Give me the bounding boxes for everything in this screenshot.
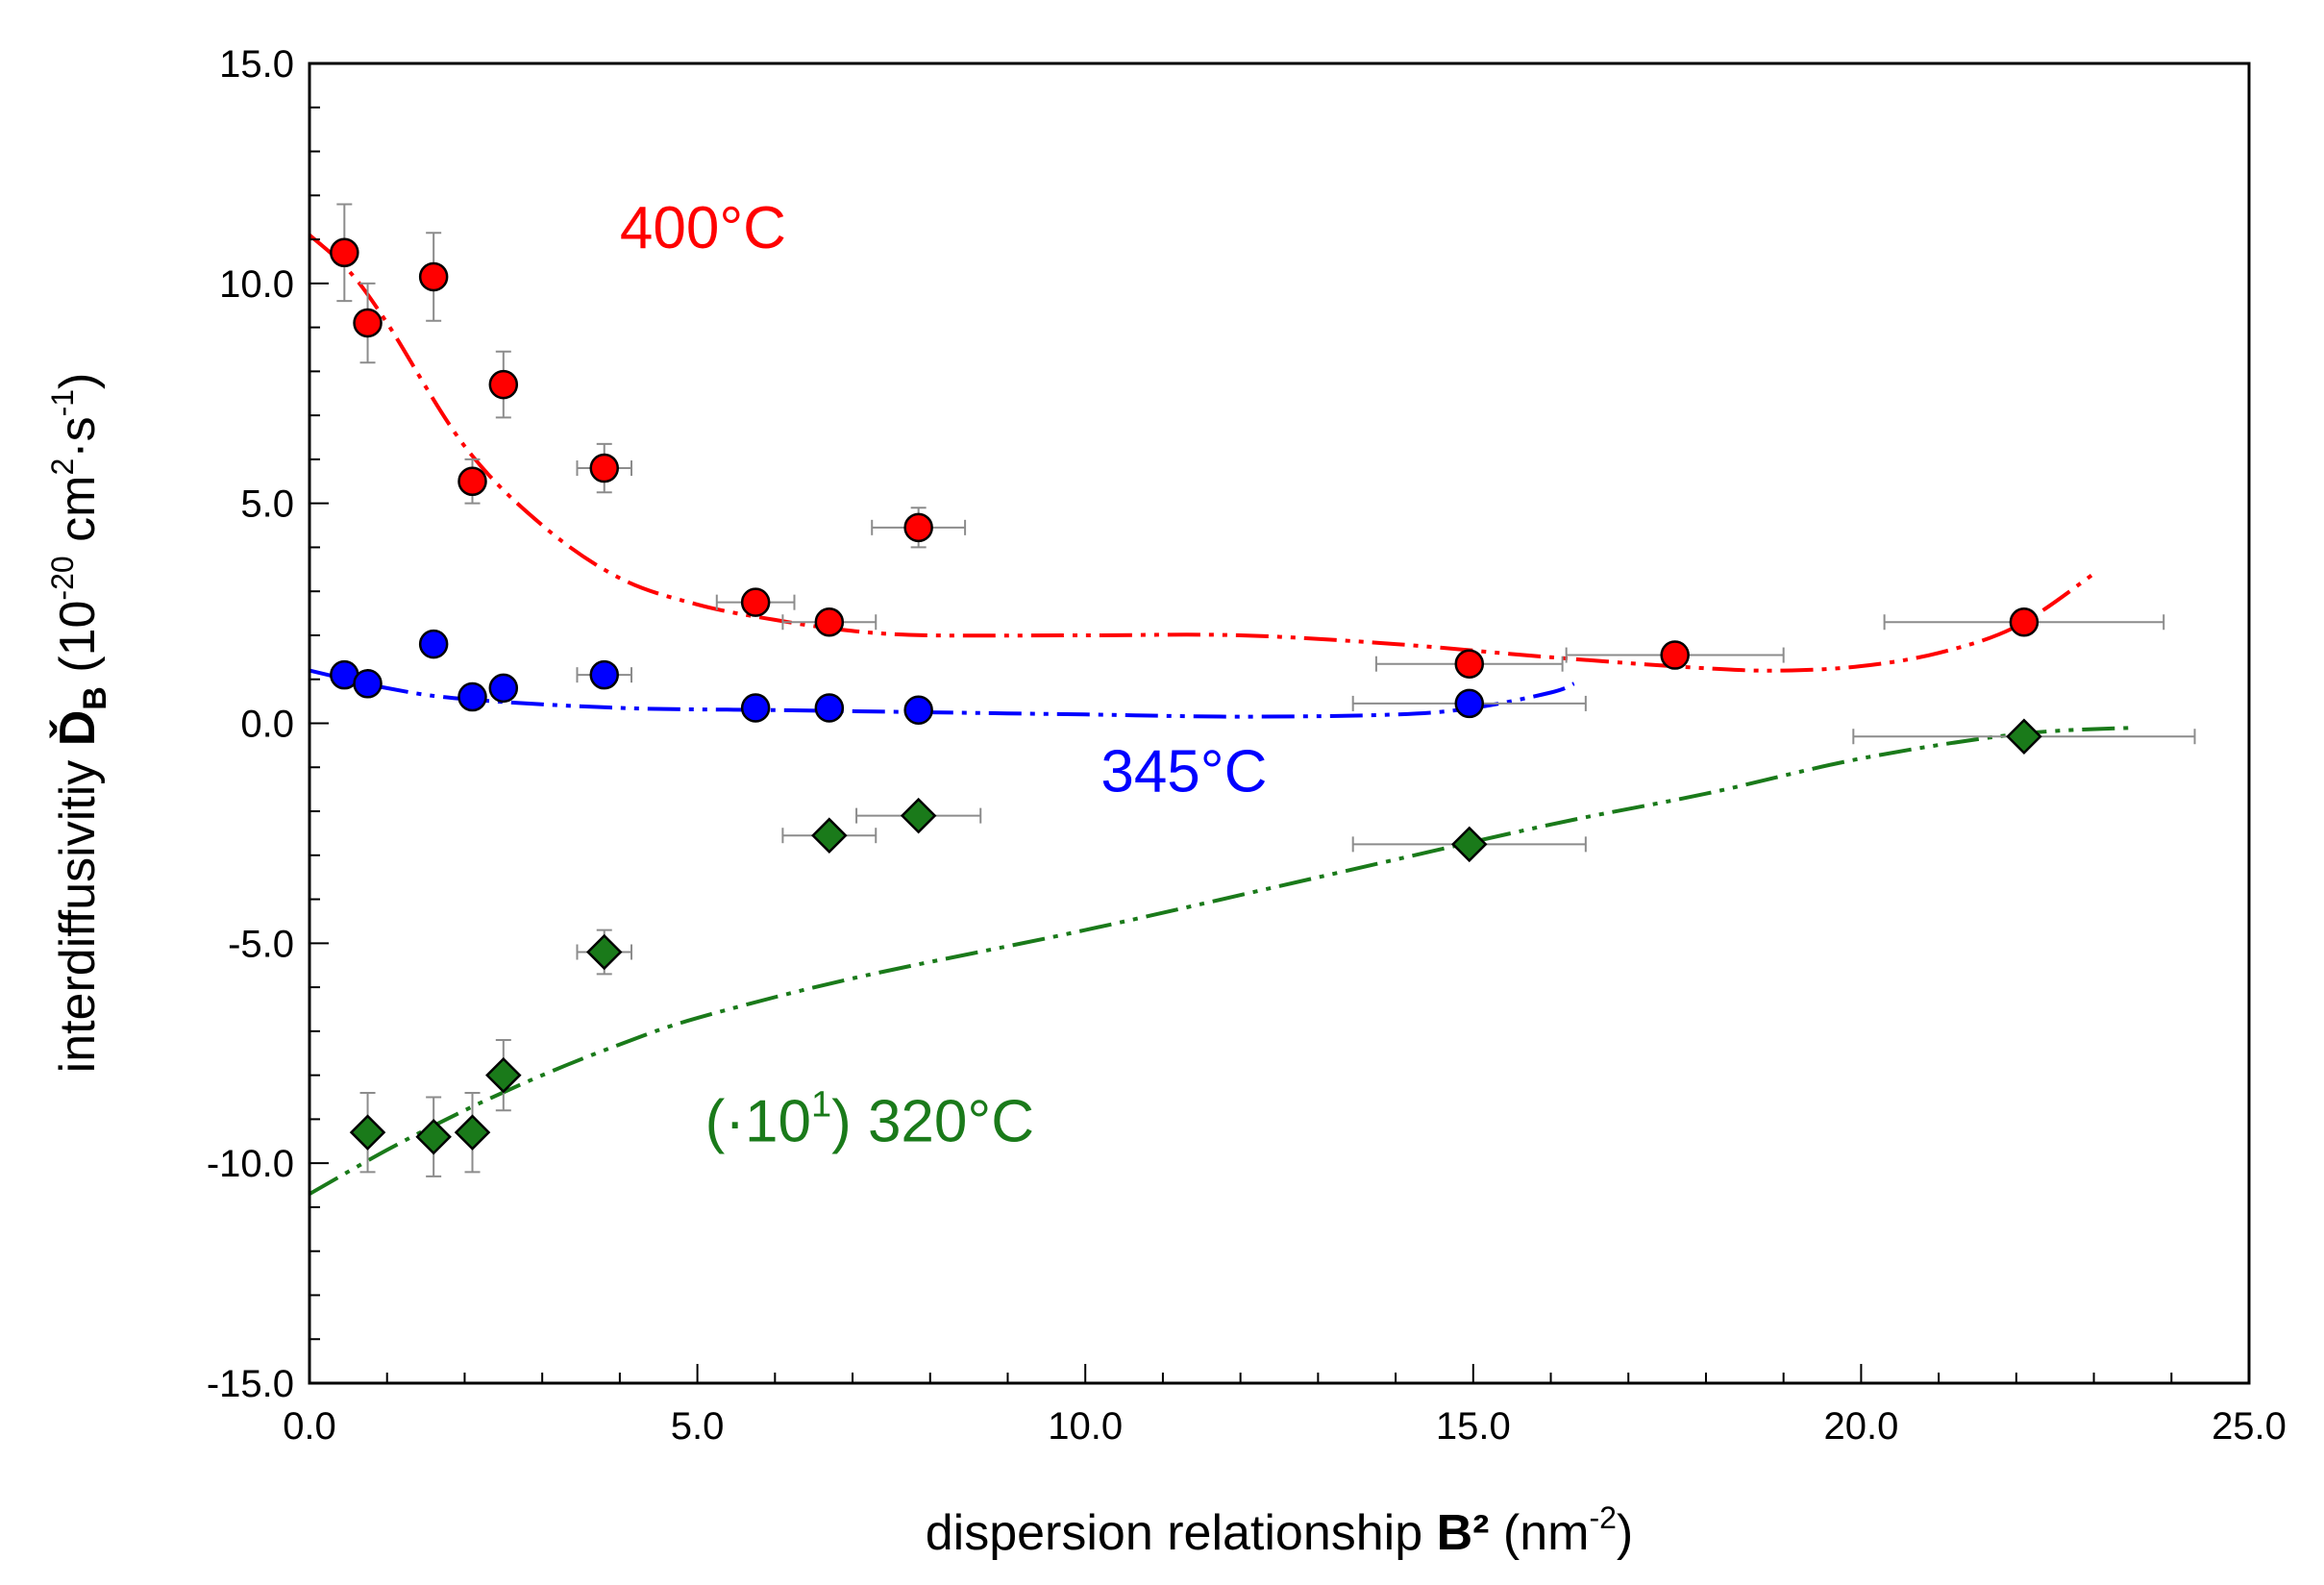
y-axis-title-unit-mid2: ·s [50,416,106,458]
y-tick-label: -10.0 [207,1143,294,1185]
x-axis-title: dispersion relationship B² (nm-2) [926,1500,1634,1561]
y-axis-title: interdiffusivitiy ĎB (10-20 cm2·s-1) [45,373,113,1074]
series-label-400c: 400°C [620,195,786,261]
x-tick-label: 0.0 [283,1405,336,1448]
x-tick-label: 20.0 [1823,1405,1898,1448]
data-point-400c [1454,649,1485,679]
y-axis-title-sup2: 2 [45,458,80,476]
data-point-320c [454,1114,491,1151]
y-axis-title-bold: Ď [49,710,106,747]
data-point-320c [485,1056,522,1094]
data-point-345c [488,673,519,704]
y-axis-title-unit-open: (10 [50,601,106,687]
plot-area [308,203,2196,1196]
axis-ticks: 15.010.05.00.0-5.0-10.0-15.00.0 5.0 10.0 15… [207,43,2287,1448]
data-point-345c [903,695,933,726]
y-tick-label: -5.0 [228,923,294,965]
data-point-400c [814,607,845,637]
y-axis-title-prefix: interdiffusivitiy [50,746,106,1073]
x-tick-label: 15.0 [1436,1405,1511,1448]
data-point-320c [349,1114,386,1151]
data-point-400c [330,237,359,268]
x-axis-title-end: ) [1617,1505,1633,1561]
y-axis-title-unit-close: ) [50,373,106,389]
data-point-400c [488,369,519,400]
y-tick-label: 15.0 [219,43,294,86]
data-point-345c [418,629,449,659]
y-tick-label: 0.0 [240,704,294,746]
fit-curve-320c [309,726,2134,1196]
data-point-320c [2006,718,2042,755]
x-axis-title-prefix: dispersion relationship [926,1505,1437,1561]
y-axis-title-sup1: -20 [45,556,80,600]
data-point-320c [1450,826,1488,863]
data-point-400c [418,261,449,292]
y-axis-title-sup3: -1 [45,389,80,416]
data-point-345c [457,681,487,712]
data-point-400c [2009,607,2040,637]
data-point-320c [585,933,623,971]
x-axis-title-bold: B² [1437,1505,1490,1561]
data-point-320c [415,1118,452,1155]
series-label-345c: 345°C [1100,738,1267,805]
y-tick-label: -15.0 [207,1363,294,1405]
data-point-345c [1454,688,1485,719]
data-point-400c [740,587,771,617]
y-tick-label: 10.0 [219,263,294,306]
data-point-320c [900,797,937,834]
series-label-320c-sup: 1 [811,1084,831,1125]
x-tick-label: 10.0 [1048,1405,1123,1448]
data-point-345c [589,659,619,690]
data-point-320c [811,817,848,854]
fit-curve-400c [308,234,2095,673]
data-point-400c [903,512,933,543]
x-tick-label: 25.0 [2212,1405,2287,1448]
data-point-400c [353,308,383,338]
data-point-345c [740,693,771,723]
data-point-400c [1660,640,1690,670]
y-tick-label: 5.0 [240,483,294,526]
series-label-320c-prefix: (·10 [705,1088,811,1154]
x-tick-label: 5.0 [671,1405,725,1448]
data-point-400c [457,466,487,497]
y-axis-title-unit-mid: cm [50,476,106,557]
x-axis-title-sup: -2 [1589,1500,1616,1535]
data-point-345c [353,669,383,699]
data-point-400c [589,453,619,483]
x-axis-title-suffix: (nm [1489,1505,1589,1561]
data-point-345c [814,693,845,723]
series-label-320c-rest: ) 320°C [831,1088,1034,1154]
y-axis-title-sub: B [77,686,113,710]
series-label-320c: (·101) 320°C [705,1084,1034,1154]
